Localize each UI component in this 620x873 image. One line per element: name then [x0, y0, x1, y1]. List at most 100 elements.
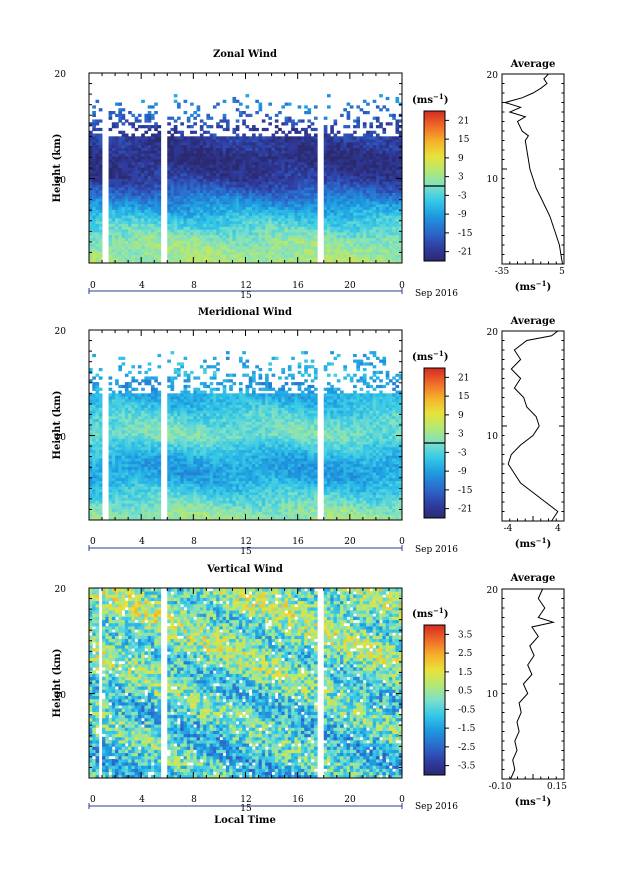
heatmap-cell — [121, 251, 126, 255]
heatmap-cell — [307, 248, 312, 253]
heatmap-cell — [346, 102, 351, 106]
heatmap-cell — [235, 127, 240, 132]
heatmap-cell — [245, 175, 250, 179]
heatmap-cell — [137, 240, 142, 244]
heatmap-cell — [274, 234, 279, 239]
heatmap-cell — [167, 198, 171, 202]
heatmap-cell — [369, 517, 374, 521]
heatmap-cell — [297, 119, 302, 123]
heatmap-cell — [186, 232, 191, 236]
heatmap-cell — [294, 240, 299, 244]
heatmap-cell — [281, 223, 286, 227]
heatmap-cell — [313, 156, 318, 160]
heatmap-cell — [193, 254, 197, 258]
heatmap-cell — [382, 203, 387, 208]
heatmap-cell — [265, 260, 269, 264]
heatmap-cell — [248, 170, 253, 174]
heatmap-cell — [203, 122, 207, 126]
heatmap-cell — [388, 251, 393, 255]
heatmap-cell — [395, 206, 400, 210]
heatmap-cell — [353, 215, 357, 219]
heatmap-cell — [131, 201, 136, 205]
heatmap-cell — [128, 175, 132, 179]
heatmap-cell — [353, 125, 357, 129]
heatmap-cell — [369, 215, 374, 219]
heatmap-cell — [121, 167, 126, 171]
heatmap-cell — [190, 237, 194, 241]
heatmap-cell — [95, 517, 100, 521]
heatmap-cell — [232, 172, 237, 177]
heatmap-cell — [356, 248, 361, 253]
heatmap-cell — [291, 147, 295, 151]
heatmap-cell — [333, 505, 338, 510]
heatmap-cell — [310, 215, 315, 219]
heatmap-cell — [147, 156, 152, 160]
heatmap-cell — [307, 167, 312, 171]
heatmap-cell — [333, 215, 338, 219]
heatmap-cell — [190, 189, 194, 194]
heatmap-cell — [336, 195, 341, 199]
heatmap-cell — [287, 511, 292, 515]
heatmap-cell — [206, 125, 211, 129]
heatmap-cell — [180, 511, 184, 515]
heatmap-cell — [287, 229, 292, 233]
heatmap-cell — [372, 198, 377, 202]
heatmap-cell — [336, 178, 341, 182]
zonal-avg-axes — [501, 73, 565, 265]
heatmap-cell — [92, 105, 96, 109]
heatmap-cell — [340, 144, 344, 148]
heatmap-cell — [362, 164, 367, 168]
heatmap-cell — [310, 260, 315, 264]
heatmap-cell — [366, 158, 370, 163]
heatmap-cell — [245, 113, 250, 118]
heatmap-cell — [369, 508, 374, 512]
heatmap-cell — [297, 141, 302, 146]
heatmap-cell — [388, 178, 393, 182]
heatmap-cell — [398, 192, 403, 196]
heatmap-cell — [330, 251, 334, 255]
heatmap-cell — [242, 201, 246, 205]
heatmap-cell — [304, 172, 308, 177]
heatmap-cell — [356, 187, 361, 191]
heatmap-cell — [388, 187, 393, 191]
heatmap-cell — [284, 217, 289, 222]
heatmap-cell — [134, 195, 139, 199]
heatmap-cell — [281, 511, 286, 515]
heatmap-cell — [154, 187, 158, 191]
heatmap-cell — [372, 187, 377, 191]
heatmap-cell — [284, 161, 289, 165]
heatmap-cell — [206, 181, 211, 185]
heatmap-cell — [274, 192, 279, 196]
heatmap-cell — [323, 511, 328, 515]
heatmap-cell — [196, 201, 201, 205]
heatmap-cell — [353, 172, 357, 177]
heatmap-cell — [118, 198, 122, 202]
heatmap-cell — [356, 189, 361, 194]
heatmap-cell — [330, 229, 334, 233]
heatmap-cell — [141, 147, 145, 151]
heatmap-cell — [313, 206, 318, 210]
heatmap-cell — [366, 198, 370, 202]
heatmap-cell — [268, 209, 272, 213]
heatmap-cell — [180, 246, 184, 250]
heatmap-cell — [131, 257, 136, 261]
heatmap-cell — [349, 212, 354, 216]
heatmap-cell — [242, 511, 246, 515]
heatmap-cell — [95, 203, 100, 208]
heatmap-cell — [108, 167, 113, 171]
heatmap-cell — [284, 187, 289, 191]
heatmap-cell — [147, 203, 152, 208]
heatmap-cell — [238, 237, 243, 241]
heatmap-cell — [115, 102, 119, 106]
heatmap-cell — [203, 167, 207, 171]
heatmap-cell — [206, 113, 211, 118]
heatmap-cell — [398, 246, 403, 250]
heatmap-cell — [238, 153, 243, 157]
heatmap-cell — [333, 122, 338, 126]
heatmap-cell — [255, 192, 259, 196]
heatmap-cell — [255, 150, 259, 154]
heatmap-cell — [281, 517, 286, 521]
heatmap-cell — [131, 133, 136, 137]
heatmap-cell — [177, 243, 181, 247]
heatmap-cell — [310, 195, 315, 199]
